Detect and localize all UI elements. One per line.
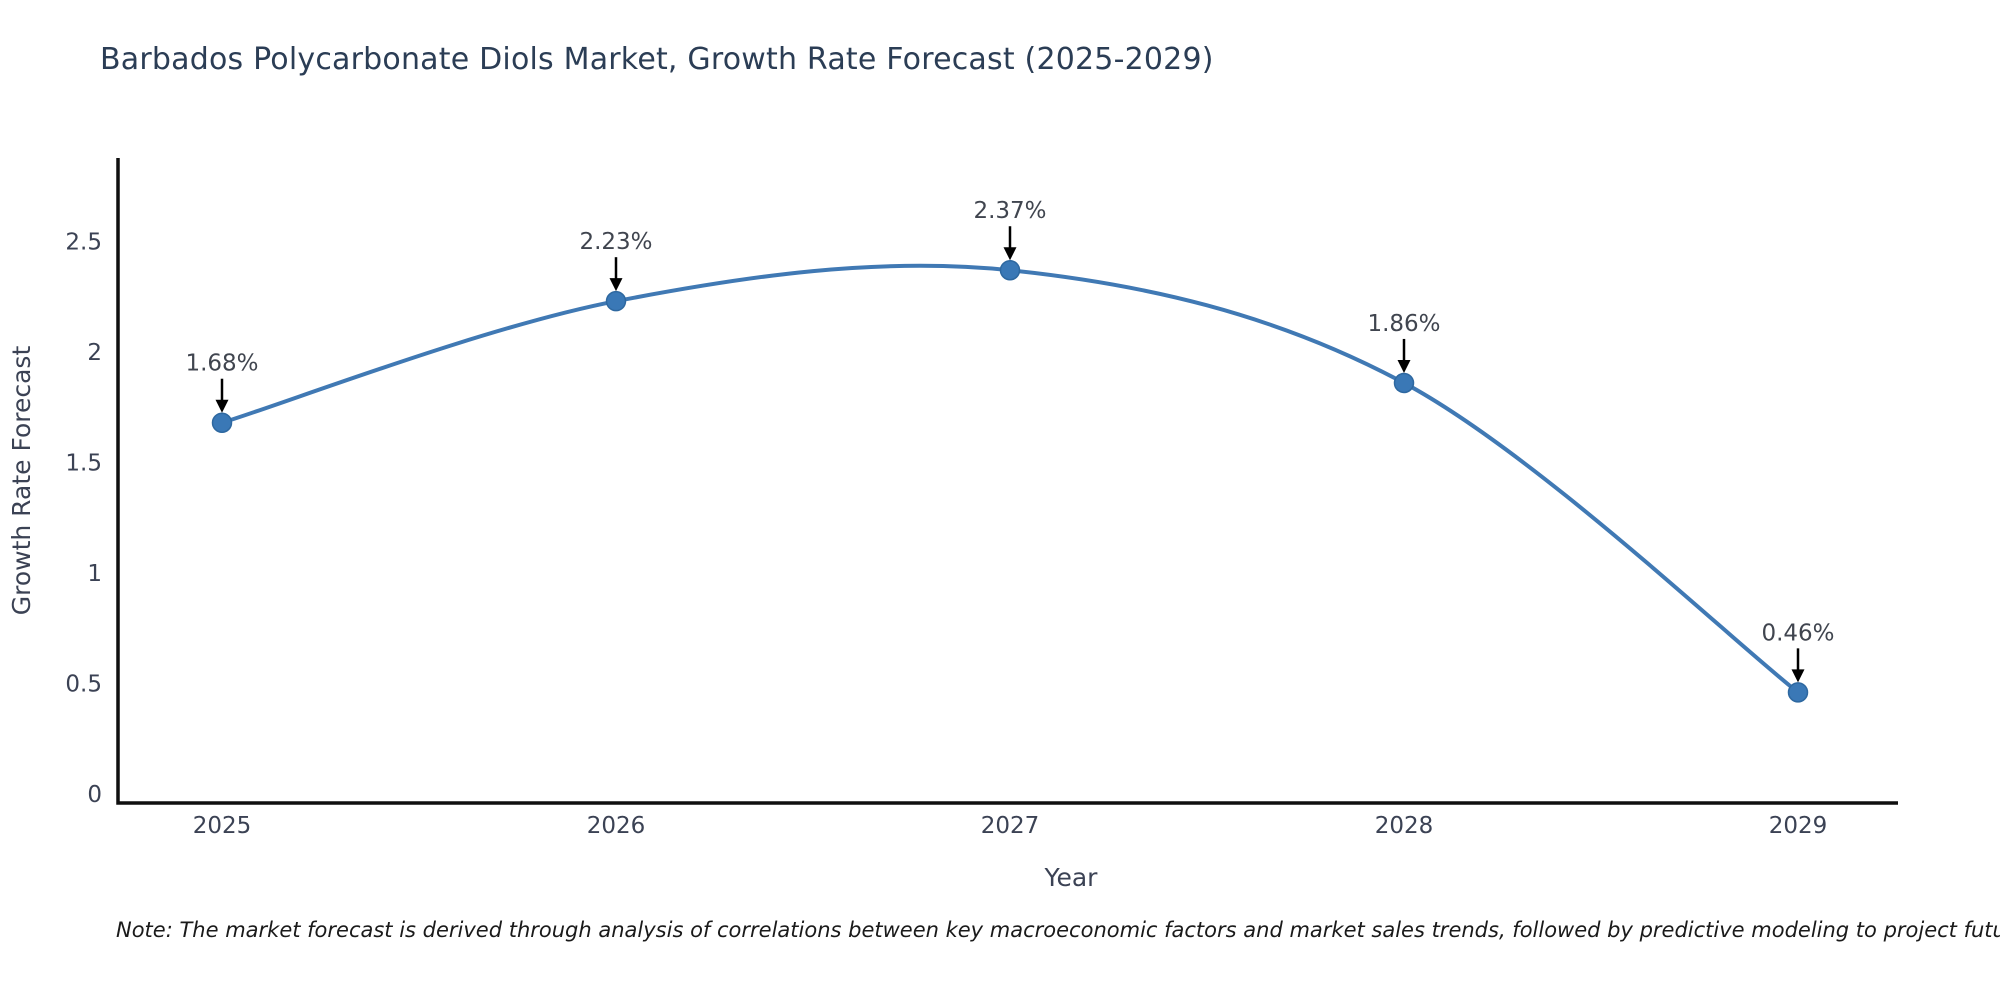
annotation-arrowhead-icon bbox=[1003, 247, 1017, 261]
y-tick-label: 2 bbox=[87, 340, 102, 366]
y-tick-label: 0.5 bbox=[65, 672, 102, 698]
point-annotations: 1.68% 2.23% 2.37% 1.86% 0.46% bbox=[185, 198, 1835, 683]
y-tick-label: 2.5 bbox=[65, 230, 102, 256]
x-axis-title: Year bbox=[1044, 863, 1099, 892]
annotation-arrowhead-icon bbox=[609, 278, 623, 292]
annotation-label: 2.23% bbox=[579, 229, 652, 255]
annotation-label: 1.86% bbox=[1367, 311, 1440, 337]
y-tick-label: 0 bbox=[87, 782, 102, 808]
series-line bbox=[220, 263, 1800, 695]
annotation-label: 1.68% bbox=[185, 351, 258, 377]
y-tick-label: 1.5 bbox=[65, 451, 102, 477]
data-point-marker bbox=[605, 290, 627, 312]
annotation-arrowhead-icon bbox=[1397, 359, 1411, 373]
x-tick-label: 2027 bbox=[981, 813, 1040, 839]
x-axis-tick-labels: 2025 2026 2027 2028 2029 bbox=[193, 813, 1828, 839]
x-tick-label: 2025 bbox=[193, 813, 252, 839]
annotation-arrowhead-icon bbox=[1791, 669, 1805, 683]
y-axis-tick-labels: 0 0.5 1 1.5 2 2.5 bbox=[65, 230, 102, 809]
x-tick-label: 2026 bbox=[587, 813, 646, 839]
data-point-marker bbox=[1787, 682, 1809, 703]
chart-title: Barbados Polycarbonate Diols Market, Gro… bbox=[100, 42, 1214, 77]
y-tick-label: 1 bbox=[87, 561, 102, 587]
axis-lines bbox=[116, 158, 1898, 805]
data-point-marker bbox=[211, 412, 233, 433]
annotation-arrowhead-icon bbox=[215, 399, 229, 413]
annotation-label: 0.46% bbox=[1761, 620, 1834, 646]
footnote: Note: The market forecast is derived thr… bbox=[116, 918, 2000, 942]
y-axis-title: Growth Rate Forecast bbox=[7, 346, 36, 616]
x-tick-label: 2029 bbox=[1769, 813, 1828, 839]
data-point-marker bbox=[1393, 372, 1415, 394]
data-point-marker bbox=[999, 259, 1021, 281]
data-point-markers bbox=[211, 259, 1809, 703]
x-tick-label: 2028 bbox=[1375, 813, 1434, 839]
annotation-label: 2.37% bbox=[973, 198, 1046, 224]
